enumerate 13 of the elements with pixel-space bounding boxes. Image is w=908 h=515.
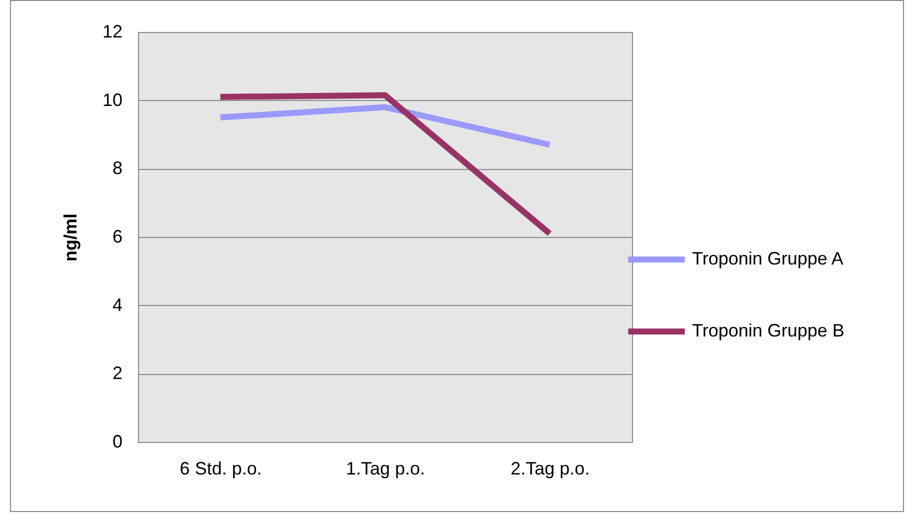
- x-tick-label: 2.Tag p.o.: [510, 458, 590, 478]
- y-tick-label: 4: [112, 294, 122, 315]
- y-tick-label: 6: [112, 226, 122, 246]
- y-axis-title: ng/ml: [60, 214, 80, 262]
- y-tick-label: 8: [112, 158, 122, 178]
- y-tick-label: 12: [102, 22, 122, 42]
- x-tick-label: 1.Tag p.o.: [346, 458, 426, 478]
- y-tick-label: 2: [112, 363, 122, 384]
- legend-label: Troponin Gruppe A: [692, 248, 844, 268]
- legend-label: Troponin Gruppe B: [692, 320, 844, 340]
- x-tick-label: 6 Std. p.o.: [180, 458, 262, 478]
- y-tick-label: 10: [102, 90, 122, 110]
- y-tick-label: 0: [112, 432, 122, 452]
